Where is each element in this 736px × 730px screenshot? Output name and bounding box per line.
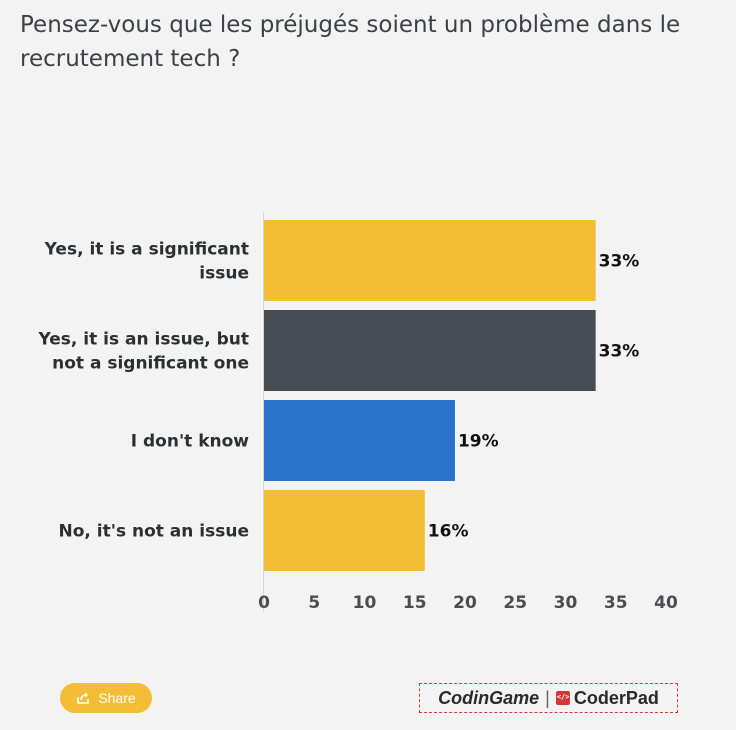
x-tick-label: 5 <box>308 593 320 613</box>
bar <box>264 490 425 571</box>
coderpad-icon <box>555 691 570 705</box>
x-tick-label: 40 <box>654 593 678 613</box>
value-label: 19% <box>458 432 499 452</box>
x-tick-label: 35 <box>604 593 628 613</box>
category-label: Yes, it is a significant issue <box>44 240 249 284</box>
value-label: 33% <box>599 342 640 362</box>
value-label: 16% <box>428 522 469 542</box>
x-tick-label: 25 <box>503 593 527 613</box>
logo-separator: | <box>545 687 550 708</box>
category-label: No, it's not an issue <box>59 522 250 542</box>
value-label: 33% <box>599 252 640 272</box>
share-icon <box>77 692 90 704</box>
x-tick-label: 15 <box>403 593 427 613</box>
bar <box>264 310 596 391</box>
bar <box>264 400 455 481</box>
codingame-coderpad-logo: CodinGame | CoderPad <box>419 683 678 713</box>
x-tick-label: 10 <box>353 593 377 613</box>
chart-title: Pensez-vous que les préjugés soient un p… <box>20 12 681 72</box>
share-button[interactable]: Share <box>60 683 152 713</box>
bar-chart: Yes, it is a significant issue Yes, it is … <box>38 212 678 613</box>
x-tick-label: 20 <box>453 593 477 613</box>
x-tick-label: 0 <box>258 593 270 613</box>
codingame-logo-text: CodinGame <box>438 687 540 708</box>
share-label: Share <box>98 690 136 706</box>
bar <box>264 220 596 301</box>
x-tick-label: 30 <box>554 593 578 613</box>
category-label: I don't know <box>131 432 250 452</box>
category-label: Yes, it is an issue, but not a significan… <box>38 330 249 374</box>
coderpad-logo-text: CoderPad <box>573 687 659 708</box>
